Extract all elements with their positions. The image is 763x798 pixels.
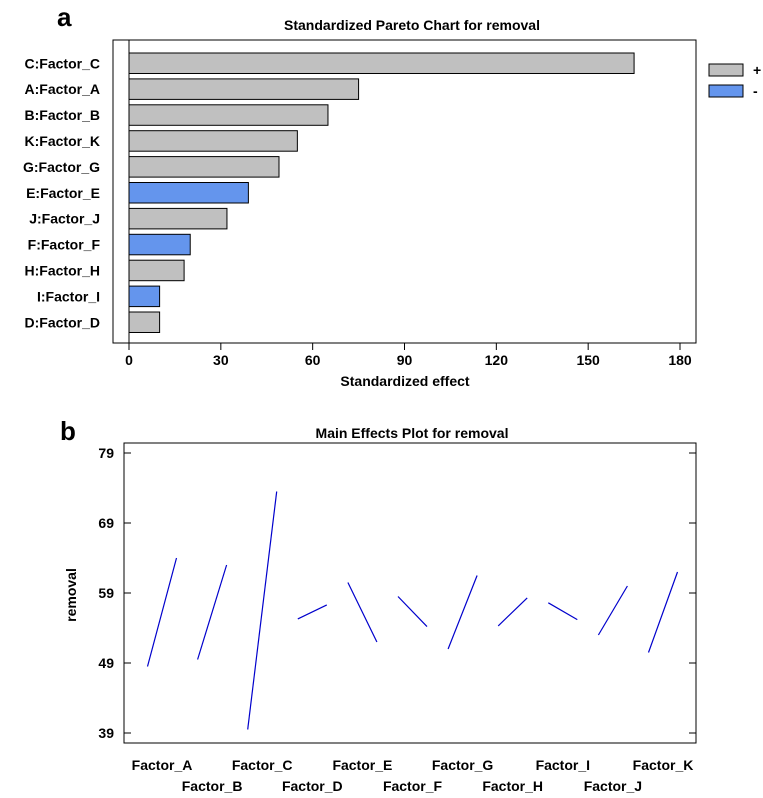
pareto-legend-swatch (708, 84, 744, 98)
main-effects-factor-label: Factor_D (282, 778, 343, 793)
pareto-legend-swatch (708, 63, 744, 77)
main-effects-factor-label: Factor_I (536, 757, 590, 773)
pareto-x-tick-label: 60 (305, 352, 321, 368)
pareto-category-label: D:Factor_D (25, 314, 100, 330)
pareto-x-tick-label: 150 (576, 352, 600, 368)
main-effects-title: Main Effects Plot for removal (316, 425, 509, 441)
main-effect-line (197, 564, 228, 660)
main-effects-x-labels: Factor_A Factor_B Factor_C Factor_D Factor_E… (132, 757, 694, 794)
main-effect-line (347, 582, 378, 643)
pareto-category-label: C:Factor_C (25, 55, 100, 71)
panel-letter-a: a (57, 2, 72, 32)
main-effect-line (547, 602, 578, 621)
pareto-bar (128, 130, 298, 152)
main-effects-factor-label: Factor_F (383, 778, 443, 793)
pareto-bar (128, 156, 280, 178)
main-effects-factor-label: Factor_K (633, 757, 694, 773)
pareto-legend-label: + (753, 62, 761, 78)
pareto-bar (128, 285, 161, 308)
main-effect-line (447, 575, 478, 650)
pareto-bar (128, 233, 191, 256)
pareto-x-ticks: 0 30 60 90 120 150 180 (125, 343, 692, 368)
pareto-category-label: I:Factor_I (37, 288, 100, 304)
pareto-category-label: A:Factor_A (25, 81, 100, 97)
pareto-category-label: E:Factor_E (26, 185, 100, 201)
pareto-x-tick-label: 120 (485, 352, 509, 368)
pareto-x-tick-label: 180 (668, 352, 692, 368)
main-effects-factor-label: Factor_J (584, 778, 642, 793)
main-effect-line (146, 557, 178, 667)
pareto-category-label: H:Factor_H (25, 262, 100, 278)
main-effects-lines-group (146, 491, 679, 730)
main-effects-y-tick-label: 79 (98, 445, 114, 461)
main-effects-factor-label: Factor_C (232, 757, 293, 773)
main-effect-line (247, 491, 278, 730)
main-effects-factor-label: Factor_B (182, 778, 243, 793)
main-effects-plot-frame (123, 442, 697, 744)
main-effect-line (597, 585, 628, 636)
main-effects-factor-label: Factor_H (482, 778, 543, 793)
pareto-bar (128, 52, 635, 74)
pareto-legend: +- (708, 62, 761, 99)
pareto-category-label: F:Factor_F (28, 237, 101, 253)
pareto-category-label: K:Factor_K (25, 133, 100, 149)
pareto-x-tick-label: 30 (213, 352, 229, 368)
pareto-legend-label: - (753, 83, 758, 99)
pareto-bars-group (128, 40, 635, 343)
main-effect-line (647, 571, 679, 653)
pareto-bar (128, 259, 185, 282)
pareto-bar (128, 311, 161, 333)
pareto-x-tick-label: 0 (125, 352, 133, 368)
main-effect-line (497, 597, 528, 627)
main-effect-line (297, 604, 328, 620)
panel-letter-b: b (60, 416, 76, 446)
main-effects-y-axis-label: removal (63, 568, 79, 622)
pareto-category-label: G:Factor_G (23, 159, 100, 175)
pareto-category-label: J:Factor_J (29, 211, 100, 227)
main-effects-y-tick-label: 69 (98, 515, 114, 531)
pareto-category-labels: C:Factor_C A:Factor_A B:Factor_B K:Factor_K… (23, 55, 100, 330)
main-effects-factor-label: Factor_E (332, 757, 392, 773)
main-effects-factor-label: Factor_G (432, 757, 494, 773)
main-effects-factor-label: Factor_A (132, 757, 193, 773)
pareto-bar (128, 182, 249, 204)
pareto-x-tick-label: 90 (397, 352, 413, 368)
pareto-x-axis-label: Standardized effect (340, 373, 469, 389)
pareto-category-label: B:Factor_B (25, 107, 100, 123)
pareto-bar (128, 207, 228, 230)
pareto-title: Standardized Pareto Chart for removal (284, 17, 540, 33)
pareto-bar (128, 104, 329, 126)
main-effects-y-tick-label: 59 (98, 585, 114, 601)
main-effect-line (397, 596, 428, 628)
pareto-bar (128, 78, 360, 100)
main-effects-y-tick-label: 49 (98, 655, 114, 671)
main-effects-y-ticks: 39 49 59 69 79 (98, 445, 696, 741)
main-effects-y-tick-label: 39 (98, 725, 114, 741)
